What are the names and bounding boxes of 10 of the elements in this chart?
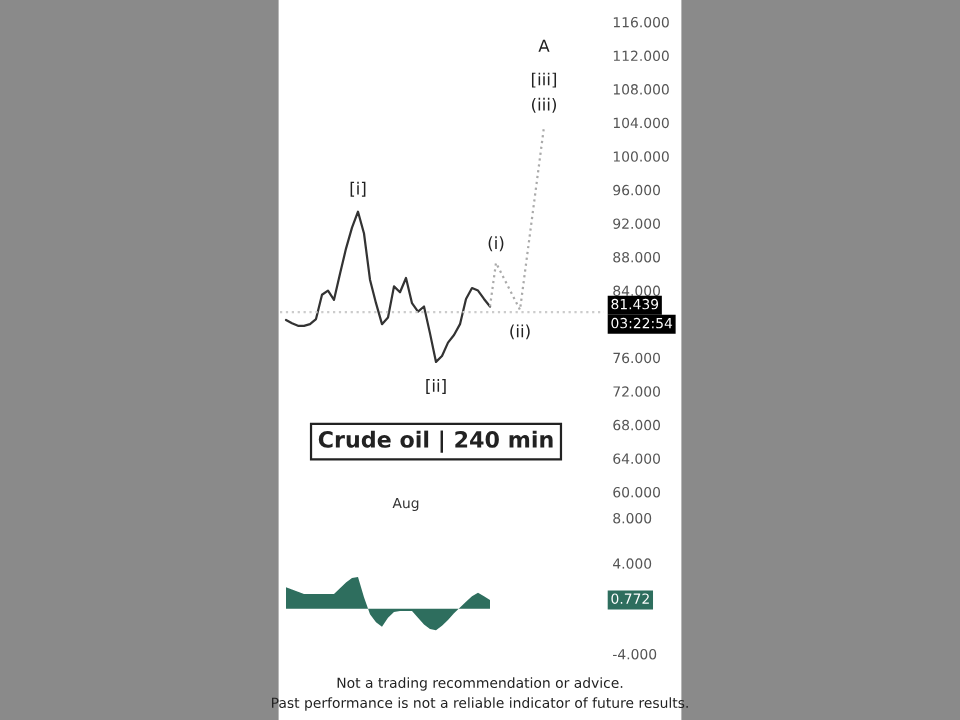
- annotation: (iii): [531, 97, 557, 113]
- line-series: [284, 210, 492, 364]
- annotation: A: [538, 39, 550, 52]
- annotation: [ii]: [426, 379, 446, 394]
- annotation: [iii]: [531, 72, 557, 88]
- annotation: (ii): [510, 324, 530, 340]
- annotation: Crude oil | 240 min: [318, 430, 553, 453]
- line-series: [488, 125, 546, 311]
- annotation: [i]: [350, 181, 366, 197]
- annotation: (i): [488, 236, 504, 252]
